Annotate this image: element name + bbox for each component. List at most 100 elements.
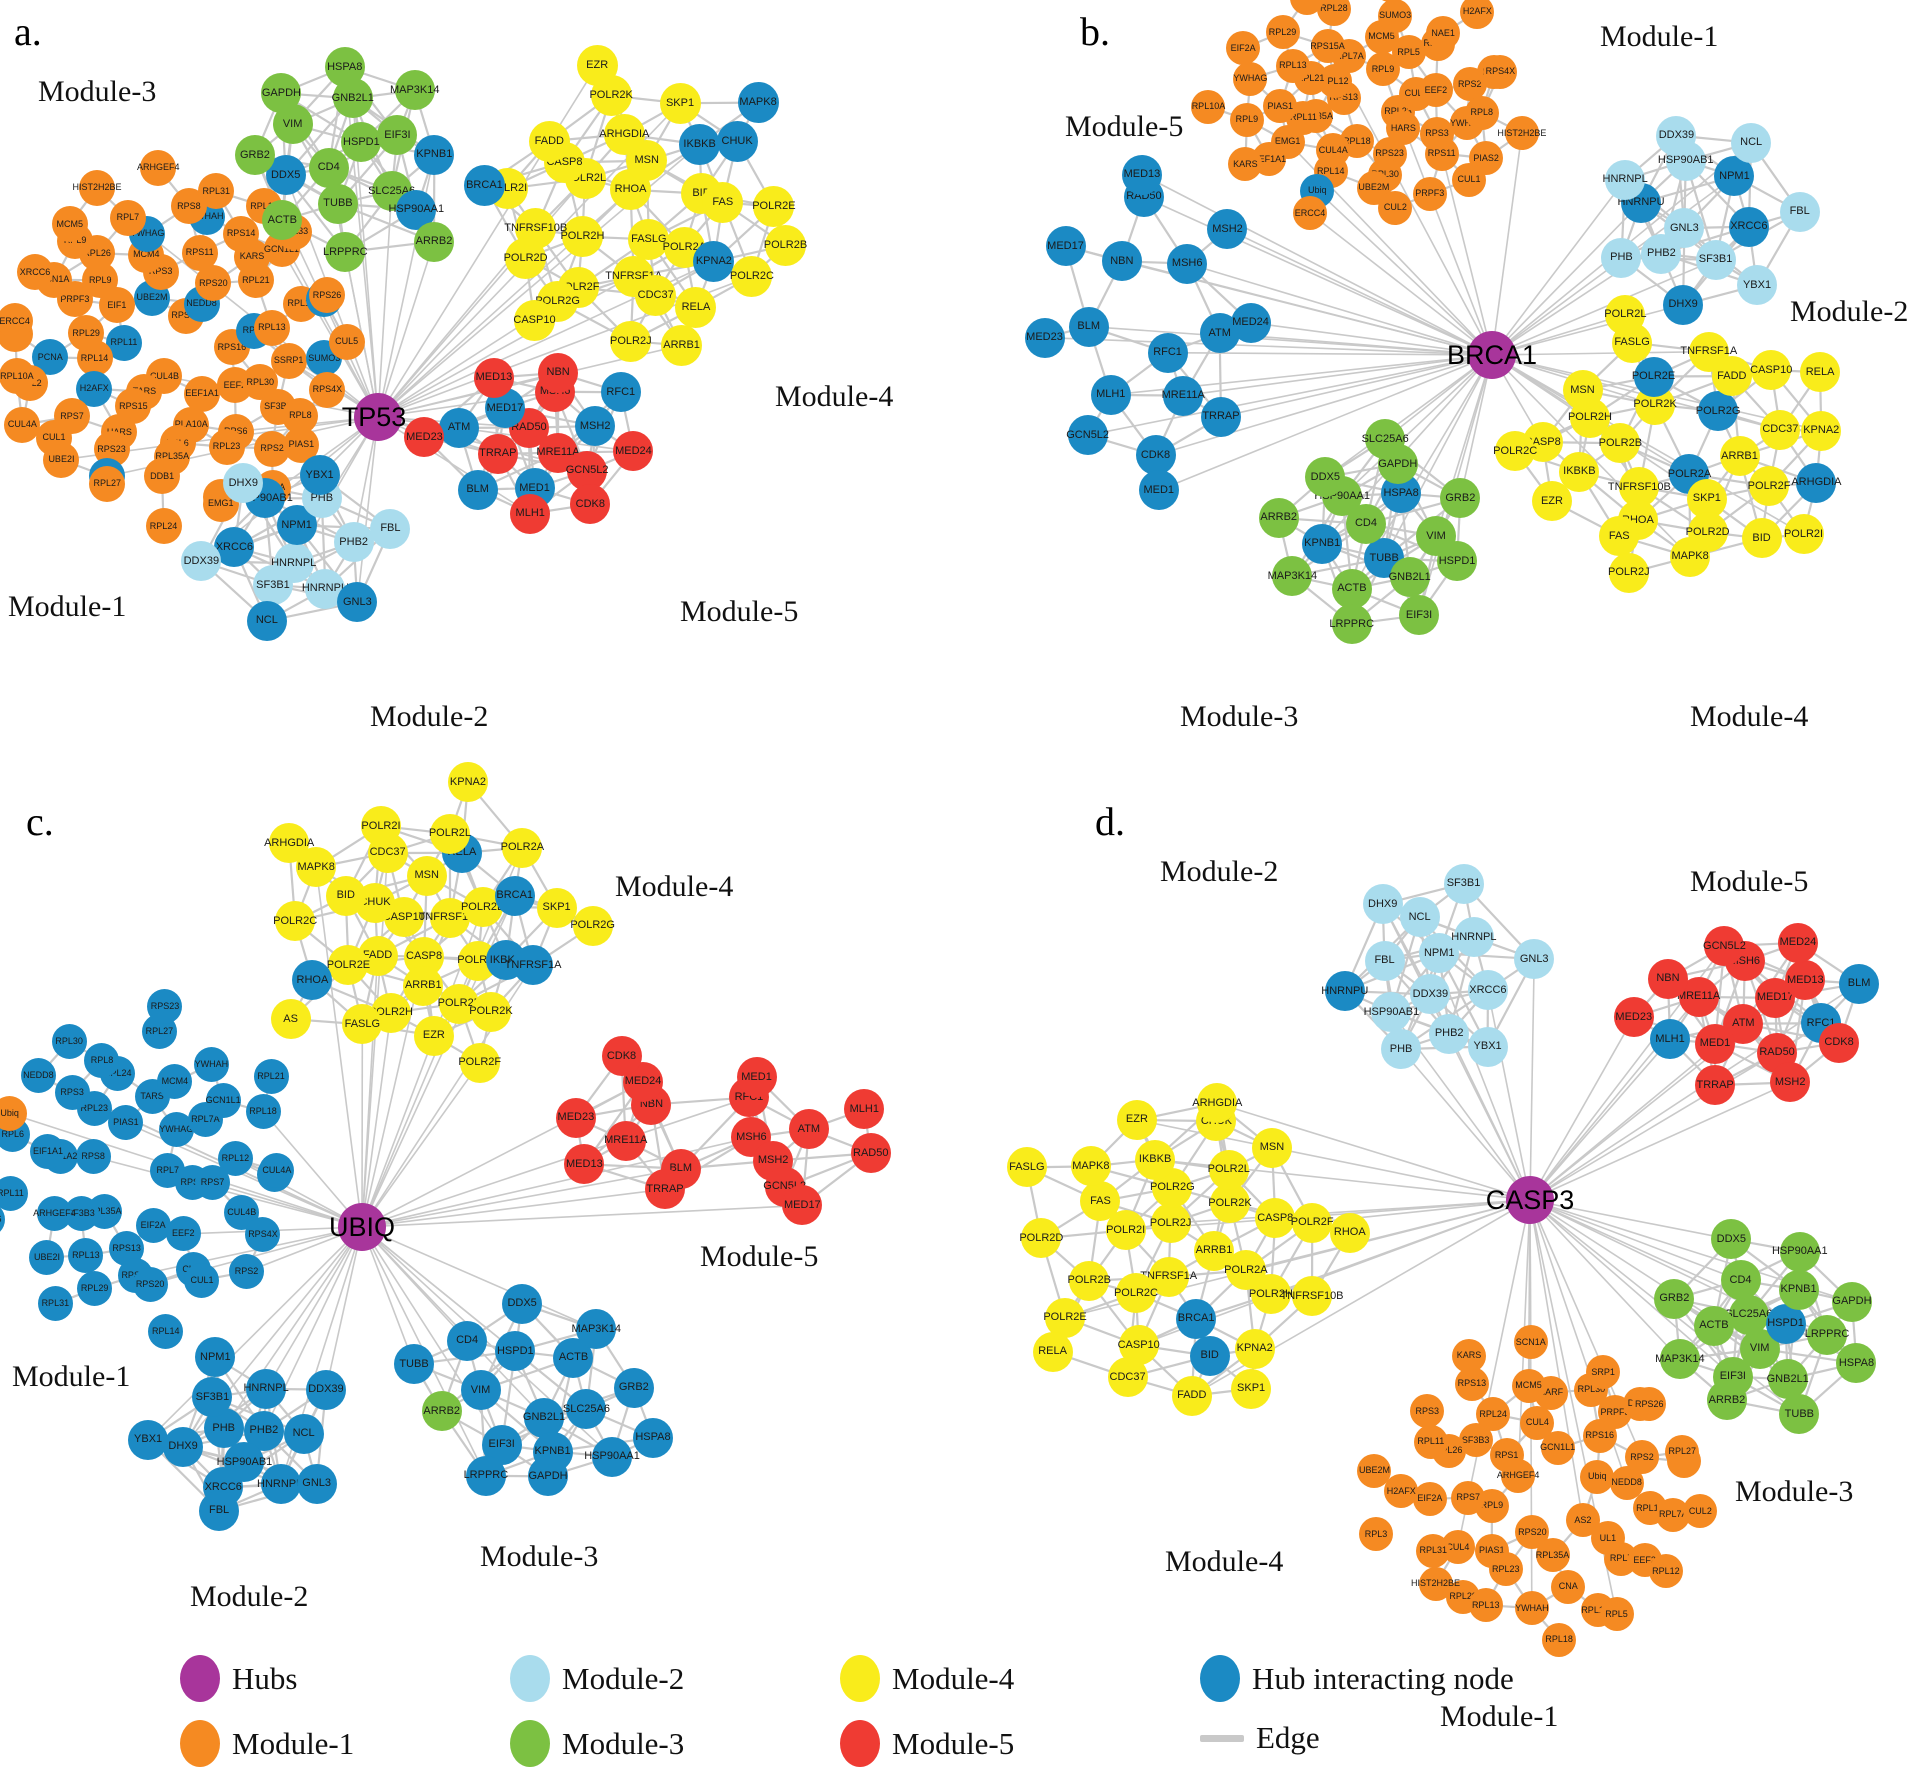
network-node[interactable]: RPL13: [253, 309, 290, 346]
network-node[interactable]: HNRNPU: [257, 1464, 304, 1505]
network-node[interactable]: EEF2: [165, 1216, 201, 1252]
network-node[interactable]: DDX39: [1410, 974, 1451, 1015]
network-node[interactable]: MED23: [404, 417, 445, 458]
network-node[interactable]: PRPF3: [1412, 176, 1447, 211]
network-node[interactable]: YWHAH: [193, 1046, 229, 1082]
network-node[interactable]: CUL4: [1520, 1405, 1555, 1440]
network-node[interactable]: CD4: [1720, 1260, 1761, 1301]
network-node[interactable]: PHB: [1381, 1029, 1422, 1070]
network-node[interactable]: RELA: [1800, 352, 1841, 393]
network-node[interactable]: ARRB1: [661, 324, 703, 366]
hub-node-tp53[interactable]: TP53: [342, 393, 406, 441]
network-node[interactable]: IKBKB: [679, 123, 721, 165]
network-node[interactable]: RELA: [1032, 1331, 1073, 1372]
network-node[interactable]: HNRNPL: [243, 1368, 289, 1409]
network-node[interactable]: RPL29: [77, 1271, 113, 1307]
network-node[interactable]: POLR2G: [1696, 391, 1740, 432]
network-node[interactable]: ARRB2: [1706, 1380, 1747, 1421]
network-node[interactable]: GRB2: [1654, 1278, 1695, 1319]
network-node[interactable]: YBX1: [1467, 1026, 1508, 1067]
network-node[interactable]: RPS26: [1632, 1387, 1667, 1422]
network-node[interactable]: KPNA2: [693, 241, 735, 283]
network-node[interactable]: CASP10: [513, 299, 556, 341]
network-node[interactable]: TUBB: [1779, 1394, 1820, 1435]
network-node[interactable]: MED1: [736, 1057, 777, 1098]
network-node[interactable]: POLR2L: [1208, 1149, 1250, 1190]
network-node[interactable]: RPS4X: [245, 1217, 281, 1252]
network-node[interactable]: XRCC6: [1728, 206, 1769, 247]
network-node[interactable]: POLR2E: [752, 186, 796, 228]
network-node[interactable]: TRRAP: [645, 1169, 685, 1210]
network-node[interactable]: RPL23: [1488, 1552, 1523, 1587]
network-node[interactable]: RPL11: [0, 1176, 28, 1212]
network-node[interactable]: RPL27: [89, 465, 126, 502]
network-node[interactable]: PHB2: [333, 522, 374, 563]
network-node[interactable]: POLR2J: [1150, 1203, 1191, 1244]
network-node[interactable]: NPM1: [195, 1337, 236, 1378]
network-node[interactable]: BRCA1: [494, 875, 535, 916]
network-node[interactable]: EZR: [1116, 1099, 1157, 1140]
network-node[interactable]: POLR2L: [429, 813, 471, 854]
network-node[interactable]: DHX9: [1362, 884, 1403, 925]
network-node[interactable]: RELA: [675, 286, 717, 328]
network-node[interactable]: RPS23: [147, 989, 183, 1025]
network-node[interactable]: POLR2C: [273, 901, 317, 942]
network-node[interactable]: RFC1: [600, 372, 641, 413]
network-node[interactable]: MED13: [564, 1144, 605, 1185]
network-node[interactable]: FAS: [1599, 516, 1640, 557]
network-node[interactable]: RFC1: [1147, 332, 1188, 373]
network-node[interactable]: NBN: [1647, 958, 1688, 999]
network-node[interactable]: MAPK8: [737, 82, 779, 124]
network-node[interactable]: POLR2C: [730, 255, 774, 297]
network-node[interactable]: CDK8: [570, 484, 611, 525]
network-node[interactable]: CDK8: [601, 1036, 642, 1077]
network-node[interactable]: IKBKB: [1135, 1139, 1176, 1180]
network-node[interactable]: BLM: [1839, 963, 1880, 1004]
network-node[interactable]: SF3B1: [252, 565, 293, 606]
network-node[interactable]: RPS11: [1424, 136, 1459, 171]
network-node[interactable]: RPL13: [68, 1238, 104, 1274]
network-node[interactable]: ARRB2: [414, 221, 454, 262]
network-node[interactable]: ACTB: [1331, 568, 1372, 609]
network-node[interactable]: RPS20: [132, 1266, 168, 1302]
network-node[interactable]: RPL18: [1542, 1622, 1577, 1657]
network-node[interactable]: KPNA2: [447, 762, 488, 803]
network-node[interactable]: RPL24: [1476, 1397, 1511, 1432]
network-node[interactable]: GRB2: [1440, 478, 1481, 519]
network-node[interactable]: CDC37: [1760, 409, 1801, 450]
network-node[interactable]: DDX39: [305, 1369, 346, 1410]
network-node[interactable]: ARHGEF4: [33, 1195, 76, 1231]
network-node[interactable]: POLR2C: [1114, 1273, 1158, 1314]
network-node[interactable]: H2AFX: [1460, 0, 1495, 29]
network-node[interactable]: RPL30: [51, 1024, 87, 1060]
network-node[interactable]: LRPPRC: [464, 1455, 508, 1496]
network-node[interactable]: CD4: [308, 147, 349, 188]
network-node[interactable]: RHOA: [292, 960, 333, 1001]
network-node[interactable]: GNL3: [337, 582, 378, 623]
network-node[interactable]: FBL: [1364, 940, 1405, 981]
network-node[interactable]: UBE2I: [43, 441, 80, 478]
network-node[interactable]: RPL10A: [1191, 89, 1226, 124]
network-node[interactable]: GNL3: [296, 1463, 337, 1504]
network-node[interactable]: MSN: [1252, 1127, 1292, 1168]
network-node[interactable]: HSP90AA1: [1772, 1231, 1828, 1272]
network-node[interactable]: SKP1: [536, 887, 577, 928]
network-node[interactable]: YWHAH: [1514, 1591, 1549, 1626]
network-node[interactable]: YWHAG: [1233, 61, 1267, 96]
network-node[interactable]: RPL27: [1665, 1434, 1700, 1469]
network-node[interactable]: FADD: [1171, 1375, 1212, 1416]
network-node[interactable]: EZR: [576, 44, 618, 86]
hub-node-casp3[interactable]: CASP3: [1486, 1176, 1574, 1224]
network-node[interactable]: TRRAP: [1200, 396, 1241, 437]
network-node[interactable]: RPL11: [1413, 1424, 1448, 1459]
network-node[interactable]: FBL: [199, 1490, 240, 1531]
network-node[interactable]: RPS1: [1489, 1438, 1524, 1473]
network-node[interactable]: SKP1: [659, 82, 701, 124]
network-node[interactable]: HSPD1: [341, 122, 382, 163]
network-node[interactable]: HSPD1: [1437, 541, 1478, 582]
network-node[interactable]: POLR2F: [1291, 1202, 1334, 1243]
hub-node-brca1[interactable]: BRCA1: [1447, 331, 1537, 379]
network-node[interactable]: MLH1: [510, 493, 551, 534]
network-node[interactable]: TUBB: [317, 183, 358, 224]
network-node[interactable]: KPNA2: [1234, 1328, 1275, 1369]
